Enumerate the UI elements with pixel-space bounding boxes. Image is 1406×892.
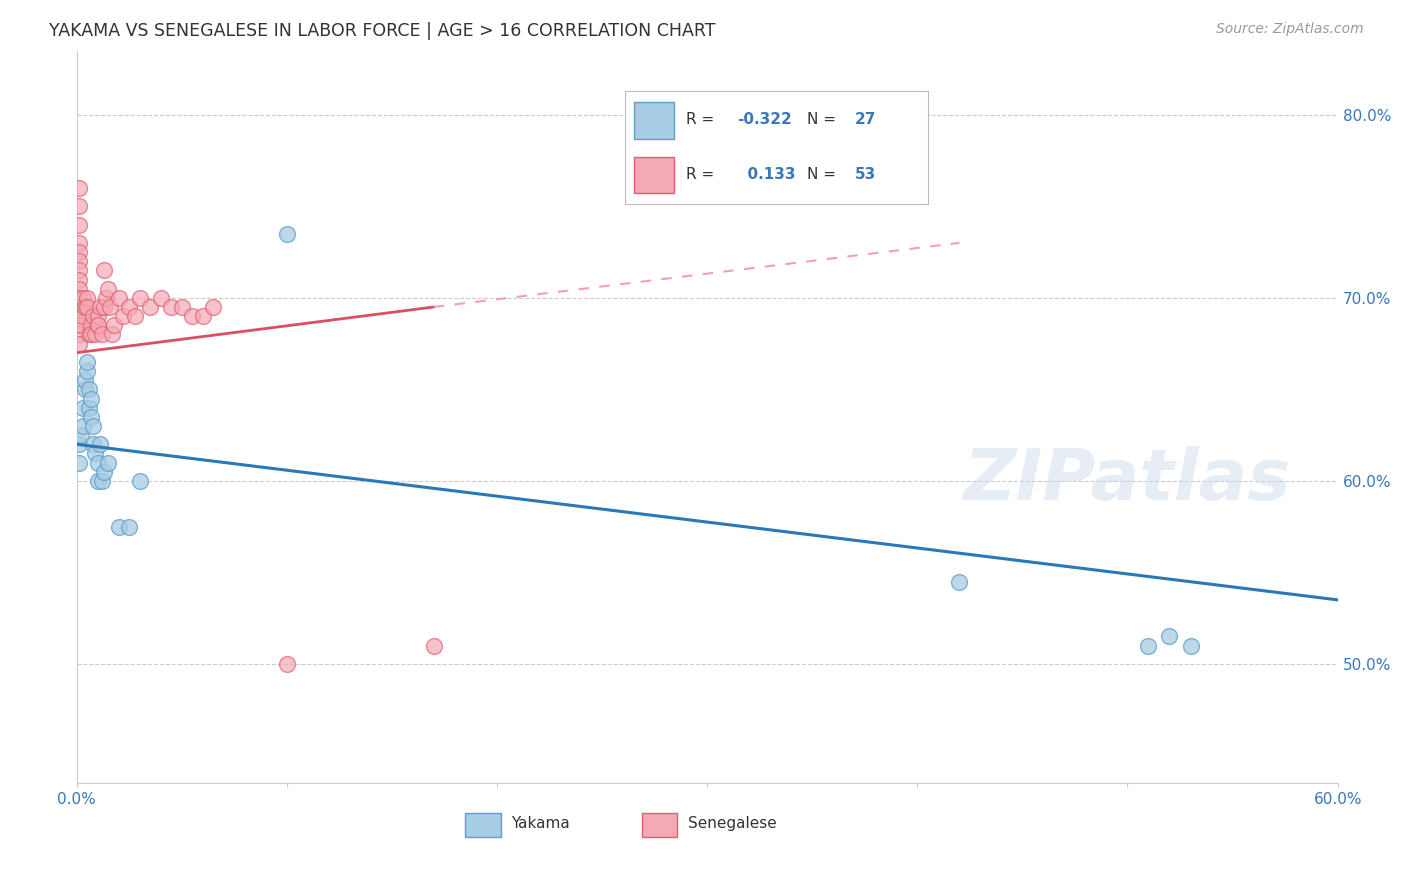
- Point: [97, 456, 120, 470]
- Point: [76, 355, 98, 369]
- Point: [1137, 639, 1160, 653]
- Point: [67, 181, 90, 195]
- Point: [67, 235, 90, 250]
- Text: YAKAMA VS SENEGALESE IN LABOR FORCE | AGE > 16 CORRELATION CHART: YAKAMA VS SENEGALESE IN LABOR FORCE | AG…: [49, 22, 716, 40]
- Point: [84, 327, 107, 342]
- Text: ZIPatlas: ZIPatlas: [963, 446, 1291, 516]
- Point: [124, 309, 146, 323]
- Point: [181, 309, 204, 323]
- Point: [67, 245, 90, 260]
- Point: [73, 373, 96, 387]
- Point: [128, 474, 150, 488]
- Point: [67, 300, 90, 314]
- Point: [67, 309, 90, 323]
- Point: [86, 474, 108, 488]
- Point: [72, 291, 94, 305]
- Point: [90, 474, 112, 488]
- Point: [97, 282, 120, 296]
- Point: [93, 465, 115, 479]
- Point: [86, 456, 108, 470]
- Point: [149, 291, 172, 305]
- Point: [98, 300, 121, 314]
- Point: [69, 300, 91, 314]
- Point: [73, 382, 96, 396]
- Point: [77, 382, 100, 396]
- Point: [82, 419, 104, 434]
- Point: [202, 300, 225, 314]
- Point: [160, 300, 183, 314]
- Point: [276, 657, 298, 671]
- Point: [69, 318, 91, 333]
- Point: [72, 309, 94, 323]
- Point: [67, 318, 90, 333]
- Point: [170, 300, 193, 314]
- Point: [73, 300, 96, 314]
- Point: [76, 291, 98, 305]
- Point: [89, 437, 111, 451]
- Point: [93, 300, 115, 314]
- Point: [77, 401, 100, 415]
- Point: [67, 263, 90, 277]
- Point: [118, 519, 141, 533]
- Point: [90, 327, 112, 342]
- Point: [423, 639, 446, 653]
- Point: [82, 309, 104, 323]
- Point: [118, 300, 141, 314]
- Point: [76, 364, 98, 378]
- Point: [67, 272, 90, 286]
- Point: [89, 300, 111, 314]
- Point: [93, 263, 115, 277]
- Point: [107, 291, 129, 305]
- Point: [77, 327, 100, 342]
- Point: [94, 291, 117, 305]
- Point: [86, 318, 108, 333]
- Text: Source: ZipAtlas.com: Source: ZipAtlas.com: [1216, 22, 1364, 37]
- Point: [76, 300, 98, 314]
- Point: [1180, 639, 1202, 653]
- Point: [72, 419, 94, 434]
- Point: [103, 318, 125, 333]
- Point: [86, 318, 108, 333]
- Point: [72, 401, 94, 415]
- Point: [67, 254, 90, 268]
- Point: [128, 291, 150, 305]
- Point: [82, 437, 104, 451]
- Point: [80, 409, 103, 424]
- Point: [84, 446, 107, 460]
- Point: [80, 327, 103, 342]
- Point: [67, 218, 90, 232]
- Point: [1159, 630, 1181, 644]
- Point: [67, 437, 90, 451]
- Point: [67, 199, 90, 213]
- Point: [67, 336, 90, 351]
- Point: [139, 300, 162, 314]
- Point: [67, 456, 90, 470]
- Point: [67, 327, 90, 342]
- Point: [67, 282, 90, 296]
- Point: [86, 309, 108, 323]
- Point: [80, 318, 103, 333]
- Point: [80, 392, 103, 406]
- Point: [67, 291, 90, 305]
- Point: [69, 428, 91, 442]
- Point: [107, 519, 129, 533]
- Point: [111, 309, 134, 323]
- Point: [948, 574, 970, 589]
- Point: [191, 309, 214, 323]
- Point: [276, 227, 298, 241]
- Point: [101, 327, 124, 342]
